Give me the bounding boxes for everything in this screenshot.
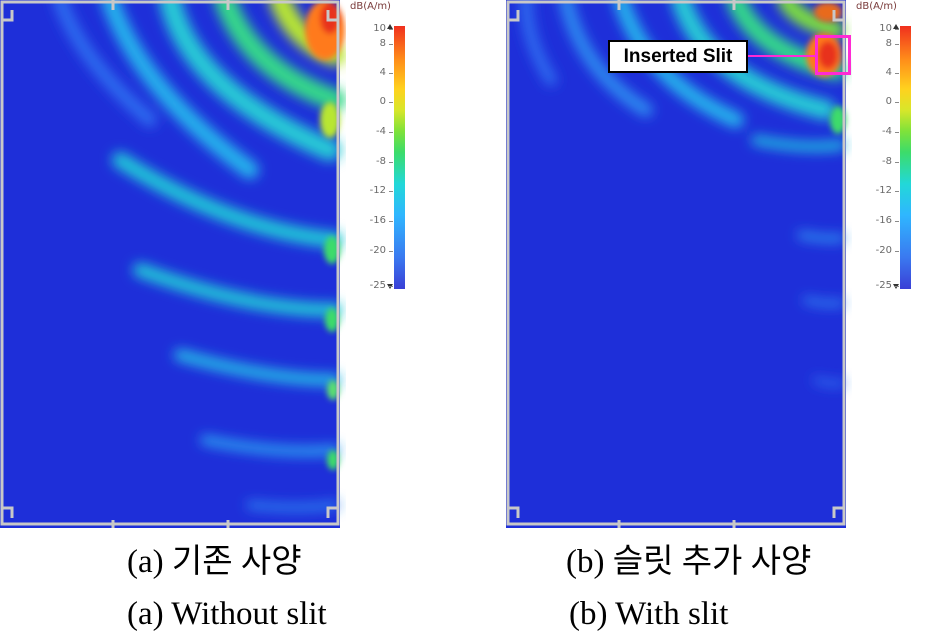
colorbar-tick: -12	[348, 186, 393, 196]
colorbar-tick: 10	[854, 24, 899, 34]
field-plot-with-slit	[506, 0, 852, 530]
inserted-slit-callout: Inserted Slit	[608, 40, 748, 73]
colorbar-tick: 4	[348, 68, 393, 78]
colorbar-tick: -8	[348, 157, 393, 167]
colorbar-tick: -12	[854, 186, 899, 196]
colorbar-tick: -4	[854, 127, 899, 137]
colorbar-max-arrow-icon	[387, 24, 393, 29]
colorbar-gradient	[394, 26, 405, 289]
colorbar-tick: 10	[348, 24, 393, 34]
caption-a-korean: (a) 기존 사양	[127, 544, 302, 580]
colorbar-tick: -4	[348, 127, 393, 137]
colorbar-tick: 4	[854, 68, 899, 78]
colorbar-tick: -25	[348, 281, 393, 291]
colorbar-tick: 0	[348, 97, 393, 107]
field-map-a	[0, 0, 346, 528]
slit-highlight-box	[815, 35, 851, 75]
colorbar-gradient	[900, 26, 911, 289]
colorbar-tick: -20	[348, 246, 393, 256]
colorbar-max-arrow-icon	[893, 24, 899, 29]
caption-b-korean: (b) 슬릿 추가 사양	[566, 544, 812, 580]
colorbar-unit: dB(A/m)	[856, 1, 897, 12]
colorbar-tick: 0	[854, 97, 899, 107]
colorbar-tick: -25	[854, 281, 899, 291]
colorbar-tick: -16	[854, 216, 899, 226]
colorbar-tick: 8	[854, 39, 899, 49]
field-plot-without-slit	[0, 0, 346, 530]
field-map-b	[506, 0, 846, 528]
colorbar-tick: -8	[854, 157, 899, 167]
colorbar-unit: dB(A/m)	[350, 1, 391, 12]
colorbar-b: dB(A/m) 10 8 4 0 -4 -8 -12 -16 -20 -25	[852, 0, 912, 300]
colorbar-tick: 8	[348, 39, 393, 49]
caption-a-english: (a) Without slit	[127, 596, 327, 632]
colorbar-tick: -16	[348, 216, 393, 226]
caption-b-english: (b) With slit	[569, 596, 729, 632]
colorbar-a: dB(A/m) 10 8 4 0 -4 -8 -12 -16 -20 -25	[346, 0, 406, 300]
colorbar-tick: -20	[854, 246, 899, 256]
